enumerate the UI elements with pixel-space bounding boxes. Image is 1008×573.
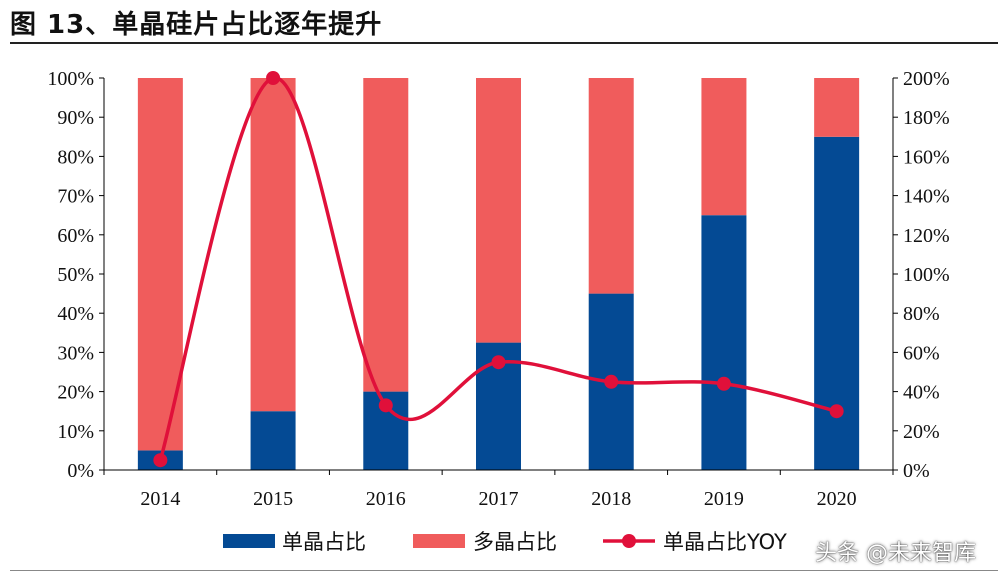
yoy-point-2017 [491,355,506,370]
yoy-point-2020 [829,404,844,419]
x-tick-label-2015: 2015 [253,488,293,510]
bar-mono-2020 [814,136,860,471]
watermark-text: 头条 @未来智库 [815,541,976,566]
y-left-tick-label: 60% [57,225,94,247]
y-right-tick-label: 40% [903,382,940,404]
legend-marker-yoy [622,534,636,548]
y-left-tick-label: 80% [57,146,94,168]
y-right-tick-label: 180% [903,107,950,129]
y-right-tick-label: 80% [903,303,940,325]
legend-swatch-poly [413,534,465,548]
y-left-tick-label: 10% [57,421,94,443]
y-left-tick-label: 0% [67,460,94,482]
y-left-tick-label: 70% [57,186,94,208]
bar-poly-2015 [250,78,296,412]
legend-swatch-mono [223,534,275,548]
legend-label-yoy: 单晶占比YOY [663,530,787,554]
bottom-divider [10,570,998,571]
bar-mono-2019 [701,215,747,470]
legend: 单晶占比 多晶占比 单晶占比YOY [223,530,787,554]
x-tick-label-2020: 2020 [817,488,857,510]
y-left-tick-label: 40% [57,303,94,325]
yoy-line-layer [153,71,844,468]
y-left-tick-label: 50% [57,264,94,286]
y-left-tick-label: 30% [57,342,94,364]
x-tick-label-2014: 2014 [140,488,180,510]
y-right-tick-label: 100% [903,264,950,286]
yoy-point-2016 [378,398,393,413]
bar-poly-2017 [476,78,521,343]
y-left-tick-label: 90% [57,107,94,129]
bar-poly-2020 [814,78,860,137]
legend-label-mono: 单晶占比 [282,530,366,554]
bars-layer [137,78,860,471]
bar-poly-2016 [363,78,409,392]
y-right-tick-label: 140% [903,186,950,208]
y-left-tick-label: 20% [57,382,94,404]
bar-poly-2018 [588,78,634,294]
figure-title: 图 13、单晶硅片占比逐年提升 [10,10,383,40]
x-tick-label-2018: 2018 [591,488,631,510]
y-right-tick-label: 60% [903,342,940,364]
y-right-tick-label: 160% [903,146,950,168]
legend-label-poly: 多晶占比 [473,530,557,554]
y-right-tick-label: 20% [903,421,940,443]
y-left-tick-label: 100% [47,68,94,90]
x-tick-label-2019: 2019 [704,488,744,510]
y-right-tick-label: 0% [903,460,930,482]
yoy-point-2015 [266,71,281,85]
y-right-tick-label: 120% [903,225,950,247]
bar-poly-2019 [701,78,747,216]
yoy-point-2018 [604,374,619,389]
x-tick-label-2017: 2017 [479,488,519,510]
title-divider [10,42,998,44]
bar-poly-2014 [137,78,183,451]
yoy-line [158,76,838,461]
yoy-point-2014 [153,453,168,468]
x-tick-label-2016: 2016 [366,488,406,510]
y-right-tick-label: 200% [903,68,950,90]
bar-mono-2015 [250,411,296,470]
yoy-point-2019 [716,376,731,391]
axes-layer: 0% 10% 20% 30% 40% 50% 60% 70% 80% 90% 100% 0% 20% 40… [47,68,949,510]
